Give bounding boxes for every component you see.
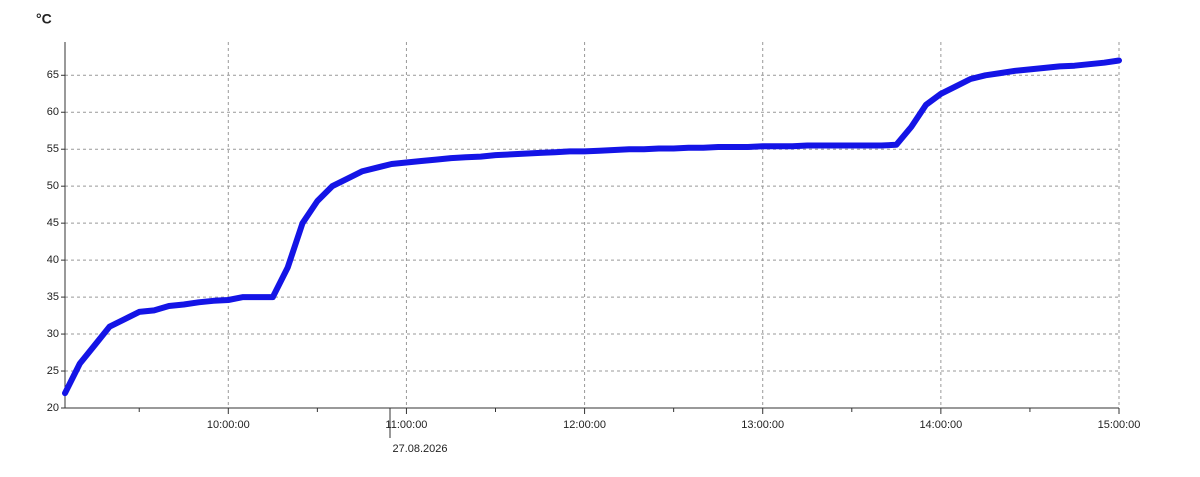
y-tick-label: 30 bbox=[47, 328, 59, 340]
x-tick-label: 13:00:00 bbox=[741, 419, 784, 431]
data-line bbox=[62, 57, 1122, 397]
y-tick-label: 55 bbox=[47, 143, 59, 155]
x-tick-label: 10:00:00 bbox=[207, 419, 250, 431]
y-axis-label: °C bbox=[36, 11, 52, 27]
y-tick-label: 35 bbox=[47, 291, 59, 303]
y-tick-label: 25 bbox=[47, 365, 59, 377]
y-tick-label: 60 bbox=[47, 106, 59, 118]
y-tick-label: 20 bbox=[47, 402, 59, 414]
y-tick-label: 40 bbox=[47, 254, 59, 266]
y-tick-label: 65 bbox=[47, 69, 59, 81]
x-tick-label: 15:00:00 bbox=[1098, 419, 1141, 431]
date-label: 27.08.2026 bbox=[392, 443, 447, 455]
x-tick-label: 12:00:00 bbox=[563, 419, 606, 431]
y-tick-label: 45 bbox=[47, 217, 59, 229]
x-tick-label: 14:00:00 bbox=[919, 419, 962, 431]
x-tick-label: 11:00:00 bbox=[385, 419, 427, 431]
y-tick-label: 50 bbox=[47, 180, 59, 192]
